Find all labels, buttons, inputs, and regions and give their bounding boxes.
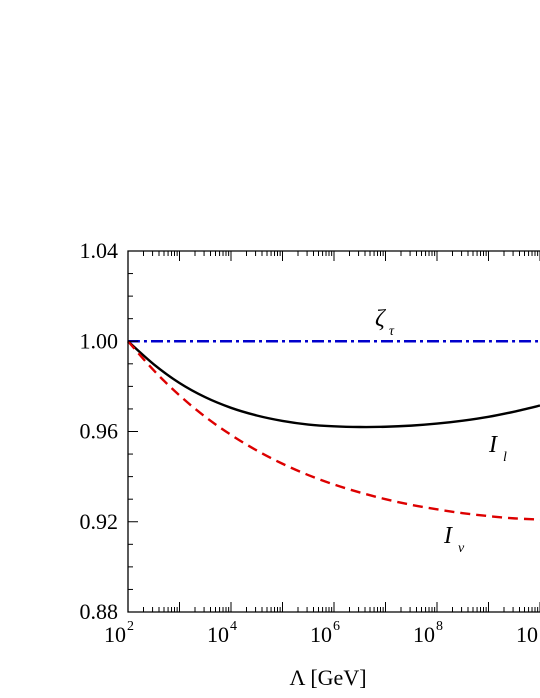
- x-tick-label-base: 10: [310, 622, 332, 647]
- x-tick-label-base: 10: [413, 622, 435, 647]
- y-tick-label: 1.00: [80, 328, 119, 353]
- x-tick-label: 10 6: [310, 619, 340, 647]
- series-label-main: ζ: [375, 306, 387, 332]
- y-tick-label: 0.92: [80, 509, 119, 534]
- x-tick-label-base: 10: [516, 622, 538, 647]
- x-axis-label: Λ [GeV]: [289, 665, 366, 690]
- axis-ticks: [127, 250, 540, 613]
- curves: [127, 340, 540, 521]
- x-tick-labels: 1021041061081010: [104, 619, 540, 647]
- x-tick-label-exponent: 2: [127, 619, 134, 634]
- y-tick-labels: 0.88 0.92 0.96 1.00 1.04: [80, 238, 119, 624]
- y-tick-label: 0.88: [80, 599, 119, 624]
- x-tick-label-base: 10: [104, 622, 126, 647]
- x-tick-label: 1010: [516, 619, 540, 647]
- series-label-main: I: [488, 432, 498, 458]
- x-tick-label-exponent: 6: [333, 619, 340, 634]
- x-tick-label: 10 8: [413, 619, 443, 647]
- series-label-subscript: l: [503, 450, 507, 465]
- x-tick-label: 10 4: [207, 619, 237, 647]
- series-label-subscript: τ: [389, 324, 395, 339]
- series-label-main: I: [443, 523, 453, 549]
- series-label-subscript: ν: [458, 541, 465, 556]
- series-line-Il: [127, 340, 540, 429]
- x-tick-label-exponent: 8: [436, 619, 443, 634]
- x-tick-label-exponent: 4: [230, 619, 237, 634]
- y-tick-label: 0.96: [80, 419, 119, 444]
- series-labels: ζ τI lI ν: [375, 306, 507, 556]
- x-tick-label-base: 10: [207, 622, 229, 647]
- y-tick-label: 1.04: [80, 238, 119, 263]
- axes-frame: [127, 250, 540, 613]
- x-tick-label: 10 2: [104, 619, 134, 647]
- series-line-Iν: [127, 340, 540, 521]
- plot-frame: [127, 250, 540, 613]
